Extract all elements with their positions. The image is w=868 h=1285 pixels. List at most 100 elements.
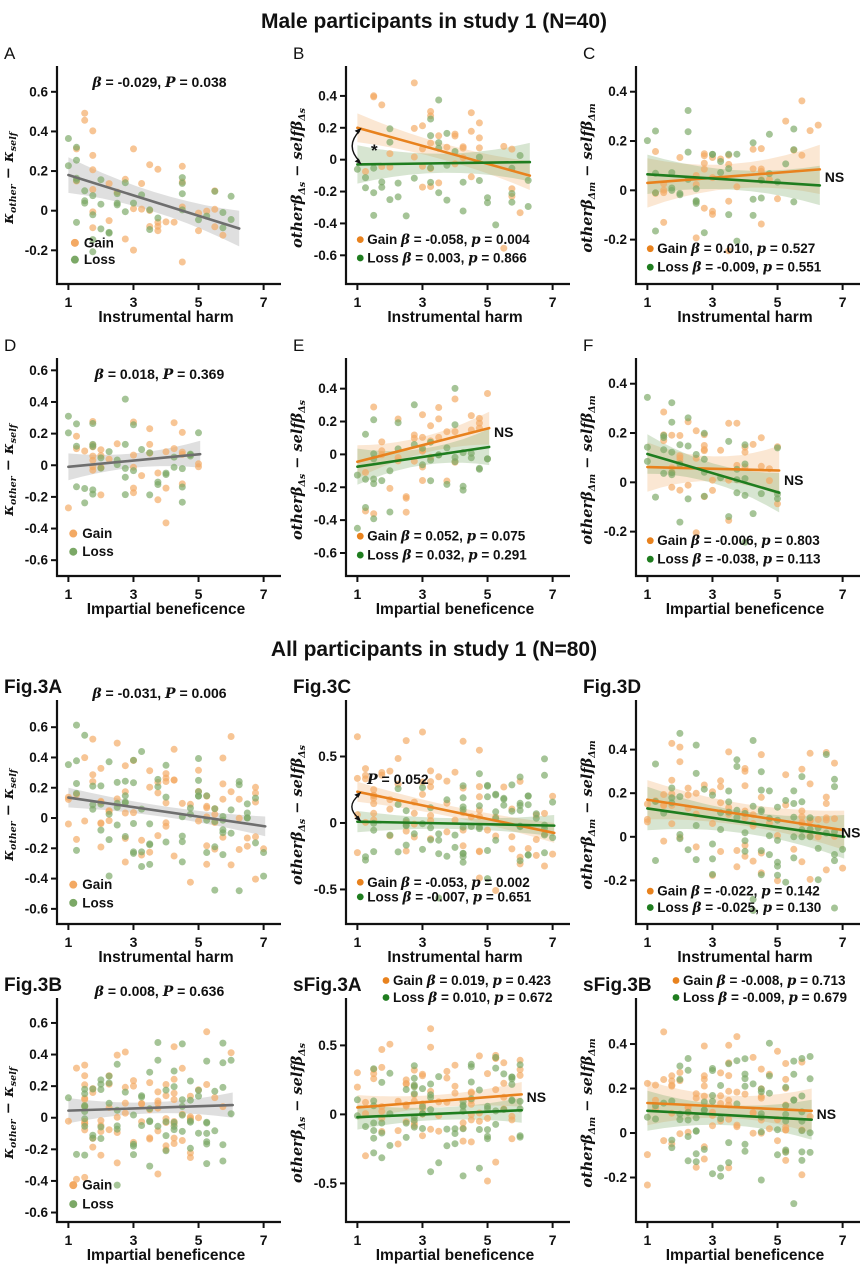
loss-point <box>130 421 137 429</box>
loss-point <box>459 782 467 790</box>
loss-point <box>525 801 533 809</box>
y-tick-label: 0 <box>619 1126 627 1141</box>
gain-point <box>411 153 419 161</box>
loss-point <box>814 844 822 852</box>
gain-point <box>419 183 427 191</box>
gain-point <box>700 152 708 160</box>
x-tick-label: 7 <box>549 294 557 310</box>
gain-point <box>443 1074 451 1082</box>
loss-point <box>162 1147 170 1155</box>
loss-point <box>89 486 97 494</box>
gain-point <box>354 733 362 741</box>
loss-point <box>716 158 724 165</box>
gain-point <box>154 1099 162 1107</box>
loss-point <box>781 1102 789 1110</box>
loss-point <box>508 807 516 815</box>
x-tick-label: 3 <box>419 586 427 602</box>
panel-B: 0.4 0.2 0 -0.2 -0.4 -0.6 1 3 5 7 Instrumental harm… <box>289 38 578 330</box>
gain-point <box>170 1089 178 1097</box>
gain-point <box>781 1075 789 1083</box>
loss-point <box>178 832 186 840</box>
gain-point <box>798 813 806 821</box>
loss-point <box>468 1078 476 1086</box>
legend-dot <box>69 898 78 907</box>
y-tick-label: 0.2 <box>29 164 48 179</box>
gain-point <box>838 864 846 872</box>
loss-point <box>830 783 838 791</box>
gain-point <box>419 790 427 798</box>
loss-point <box>130 848 137 856</box>
gain-point <box>451 1089 459 1097</box>
gain-point <box>781 1156 789 1164</box>
panel-fig3D: 0.4 0.2 0 -0.2 1 3 5 7 Instrumental harm otherβΔm… <box>579 672 868 970</box>
loss-point <box>476 802 484 810</box>
gain-point <box>541 862 549 870</box>
loss-point <box>765 832 773 840</box>
loss-point <box>500 794 508 802</box>
fit-line <box>645 168 821 185</box>
loss-point <box>113 821 121 829</box>
loss-point <box>789 800 797 807</box>
panel-fig3B-chart: 0.6 0.4 0.2 0 -0.2 -0.4 -0.6 1 3 5 7 Impartial bene… <box>0 975 281 1264</box>
gain-point <box>516 1071 524 1079</box>
loss-point <box>370 189 378 197</box>
loss-point <box>211 1127 219 1135</box>
x-tick-label: 5 <box>195 294 203 310</box>
loss-point <box>484 847 492 854</box>
loss-point <box>435 1159 443 1167</box>
loss-point <box>203 1057 211 1065</box>
gain-point <box>170 1075 178 1083</box>
loss-point <box>516 1133 524 1141</box>
gain-point <box>81 817 89 825</box>
gain-point <box>533 836 541 843</box>
gain-point <box>676 432 684 439</box>
loss-point <box>411 1074 419 1082</box>
loss-point <box>370 848 378 856</box>
loss-point <box>386 196 394 204</box>
loss-point <box>394 848 402 856</box>
loss-point <box>476 465 484 473</box>
gain-point <box>195 1114 202 1122</box>
gain-point <box>724 748 732 756</box>
loss-point <box>676 441 684 449</box>
loss-point <box>219 209 227 216</box>
loss-point <box>178 465 186 473</box>
loss-point <box>749 139 757 147</box>
loss-point <box>162 761 170 769</box>
loss-point <box>89 236 97 244</box>
gain-point <box>757 1065 765 1073</box>
legend-label-loss: Loss <box>82 1197 114 1212</box>
gain-point <box>724 1096 732 1104</box>
panel-label: C <box>583 44 595 63</box>
loss-point <box>741 491 749 499</box>
gain-point <box>500 244 508 252</box>
loss-point <box>186 1096 194 1104</box>
gain-point <box>419 778 427 786</box>
loss-point <box>525 792 533 800</box>
x-tick-label: 5 <box>773 294 781 310</box>
loss-point <box>121 833 129 840</box>
loss-point <box>667 184 675 192</box>
loss-point <box>789 125 797 133</box>
gain-point <box>113 1159 121 1167</box>
loss-point <box>789 1070 797 1078</box>
loss-point <box>516 802 524 809</box>
loss-point <box>484 194 492 202</box>
loss-point <box>243 814 251 822</box>
gain-point <box>370 786 378 794</box>
x-tick-label: 1 <box>643 294 651 310</box>
gain-point <box>130 451 137 459</box>
x-tick-label: 3 <box>419 934 427 950</box>
gain-point <box>459 842 467 850</box>
loss-point <box>692 769 700 777</box>
gain-point <box>130 145 137 153</box>
gain-point <box>692 1090 700 1098</box>
loss-point <box>73 483 80 491</box>
loss-point <box>838 845 846 853</box>
loss-point <box>708 791 716 799</box>
loss-point <box>138 446 146 453</box>
loss-point <box>154 775 162 783</box>
gain-point <box>186 878 194 886</box>
loss-point <box>386 831 394 839</box>
gain-point <box>443 428 451 436</box>
